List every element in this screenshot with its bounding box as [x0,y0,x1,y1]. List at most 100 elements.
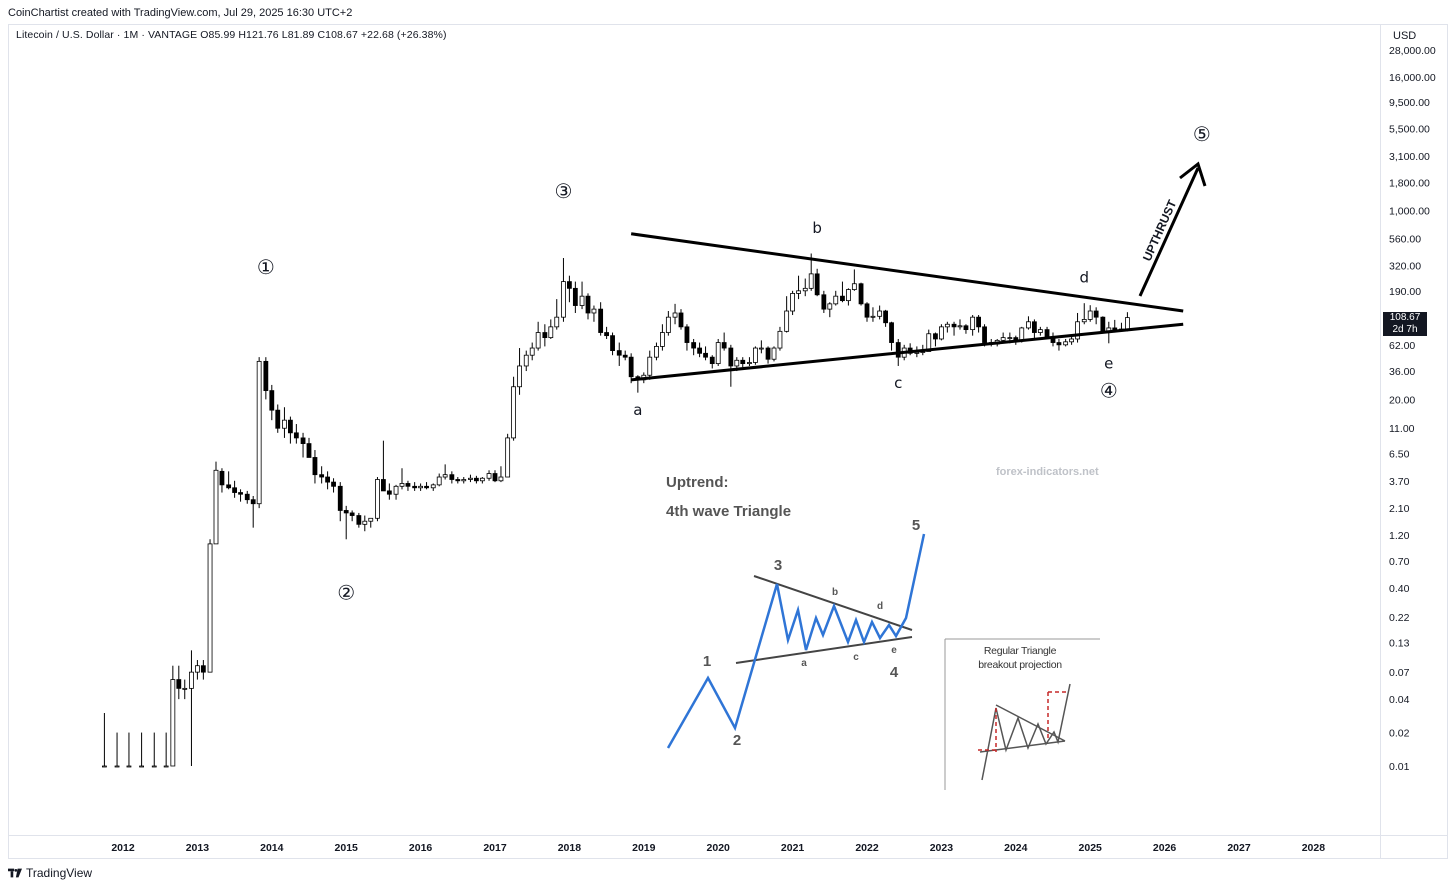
time-tick-label: 2017 [483,842,507,854]
candle [790,290,795,316]
candle-body-up [802,287,808,292]
candle-body-up [660,332,665,347]
candle-body-up [468,477,473,480]
candle-body-up [139,765,145,768]
wave-label: b [812,219,822,237]
candle [758,340,764,354]
candle-body-down [933,333,938,340]
tradingview-footer[interactable]: TradingView [8,866,92,880]
candle-body-down [300,437,306,444]
candle [362,515,368,532]
candle [728,344,734,387]
candle-body-down [337,485,343,511]
candle [287,416,293,444]
candle [747,357,752,366]
currency-label[interactable]: USD [1393,30,1417,42]
price-tick-label: 6.50 [1389,449,1410,461]
candle-body-up [554,316,560,328]
candle-body-down [1093,310,1099,318]
bar-countdown: 2d 7h [1392,324,1418,335]
candle [753,346,758,365]
candle [715,338,721,366]
candle [802,278,808,297]
candle-body-down [814,273,820,296]
candle [678,309,684,330]
candle-body-up [182,687,188,690]
upthrust-arrow-shaft [1138,167,1200,297]
candle [163,732,169,768]
candle [275,404,281,433]
watermark: forex-indicators.net [996,466,1099,478]
candle-body-down [455,479,461,482]
candle [424,482,429,490]
wave-label: ④ [1100,379,1118,403]
candle [740,357,746,368]
candle-body-up [256,360,262,505]
time-tick-label: 2020 [707,842,731,854]
candle [771,346,777,362]
candle [660,324,665,351]
symbol-ohlc-legend[interactable]: Litecoin / U.S. Dollar · 1M · VANTAGE O8… [16,29,447,41]
candle-body-down [697,347,702,354]
price-tick-label: 0.13 [1389,637,1410,649]
candle-body-down [709,356,715,365]
footer-brand: TradingView [26,866,93,880]
time-tick-label: 2014 [260,842,284,854]
candle [889,321,894,351]
price-tick-label: 9,500.00 [1389,97,1430,109]
candle [356,512,362,528]
candle [405,480,411,491]
candle-body-up [846,289,851,302]
candle-body-down [356,515,362,525]
candle-body-up [523,354,529,367]
candle-body-down [219,470,225,486]
candle-body-up [808,273,814,289]
candle-body-down [610,335,615,352]
candle-body-down [721,342,727,349]
candle [375,477,380,522]
candle-body-down [386,490,392,495]
candle-body-up [970,316,976,331]
candle [851,269,857,291]
chart-frame-bottom [8,858,1448,859]
inset-wave-4-label: 4 [890,664,899,681]
candle-body-up [505,437,511,478]
candle-body-up [944,323,950,328]
box-title-line-2: breakout projection [978,659,1062,671]
candle [1026,316,1031,330]
time-tick-label: 2019 [632,842,656,854]
price-tick-label: 0.01 [1389,761,1410,773]
candle [604,326,609,339]
candle [269,384,275,421]
chart-frame-right [1447,24,1448,858]
candle [691,338,697,356]
candle-body-down [951,323,957,328]
wave-label: c [894,374,902,392]
candle-body-up [362,520,368,525]
candle [877,305,883,320]
candle [616,342,622,366]
price-tick-label: 0.04 [1389,694,1410,706]
candle-body-down [963,325,969,331]
candle [449,471,455,484]
time-tick-label: 2016 [409,842,433,854]
candle [1100,316,1106,333]
candle [455,477,461,484]
candle [517,348,522,395]
candle [319,466,325,484]
candle [170,665,176,767]
candle-body-down [703,352,708,358]
candle-body-down [306,443,312,458]
candle-body-down [864,303,870,318]
candle [1069,335,1074,345]
candle [697,342,702,358]
candle-body-up [1000,337,1006,341]
candle [436,473,442,487]
candle-body-down [232,487,238,493]
candle [468,474,473,483]
candle [777,326,783,351]
candle-body-down [250,499,256,505]
candle-body-down [244,493,250,501]
candle [647,350,653,380]
